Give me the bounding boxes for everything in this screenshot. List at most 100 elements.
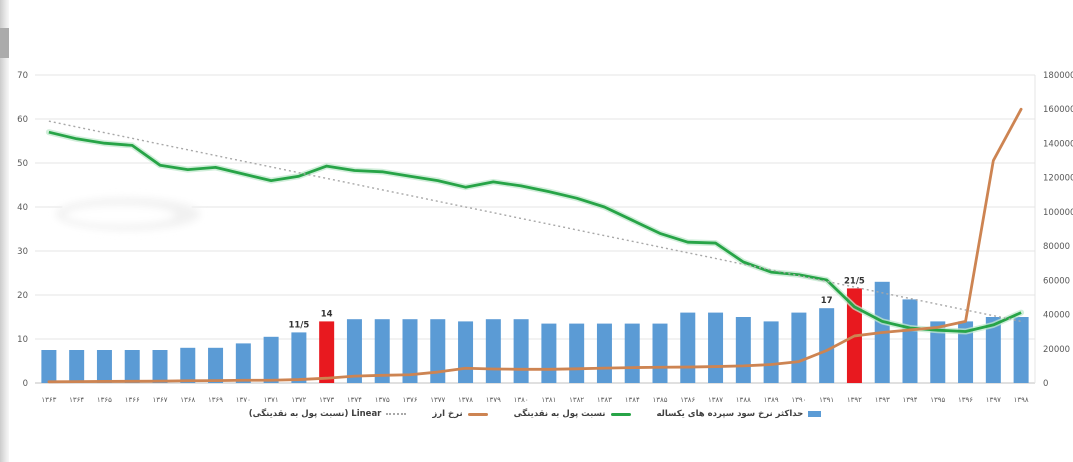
svg-text:۱۳۸۵: ۱۳۸۵ xyxy=(652,396,667,404)
svg-text:۱۳۹۵: ۱۳۹۵ xyxy=(930,396,945,404)
bar-۱۳۹۷ xyxy=(985,317,1001,383)
bar-۱۳۶۳ xyxy=(41,350,57,383)
svg-text:40: 40 xyxy=(17,203,28,213)
bar-۱۳۹۶ xyxy=(958,321,974,383)
svg-text:۱۳۶۹: ۱۳۶۹ xyxy=(208,396,223,404)
svg-text:۱۳۷۶: ۱۳۷۶ xyxy=(402,396,417,404)
green-line-swatch-icon xyxy=(610,412,631,416)
svg-text:۱۳۹۱: ۱۳۹۱ xyxy=(819,396,834,404)
svg-text:۱۳۹۸: ۱۳۹۸ xyxy=(1014,396,1029,404)
svg-text:۱۳۸۳: ۱۳۸۳ xyxy=(597,396,612,404)
axis-tick-labels: 0 10 20 30 40 50 60 70 0 20000 40000 60000 80000 1000… xyxy=(17,71,1073,389)
money-liquidity-line xyxy=(45,129,1025,335)
svg-text:20000: 20000 xyxy=(1043,345,1070,355)
bar-۱۳۶۷ xyxy=(152,350,168,383)
bar-۱۳۸۶ xyxy=(680,312,696,383)
bar-۱۳۷۷ xyxy=(430,319,446,383)
bar-۱۳۸۰ xyxy=(513,319,529,383)
bar-۱۳۷۴ xyxy=(346,319,362,383)
svg-text:40000: 40000 xyxy=(1043,311,1070,321)
bar-۱۳۷۰ xyxy=(235,343,251,383)
bar-۱۳۸۱ xyxy=(541,323,557,383)
bar-۱۳۹۰ xyxy=(791,312,807,383)
bar-۱۳۸۸ xyxy=(735,317,751,383)
svg-text:۱۳۸۴: ۱۳۸۴ xyxy=(625,396,640,404)
legend-item-exchange-rate: نرخ ارز xyxy=(432,409,488,419)
bar-۱۳۸۹ xyxy=(763,321,779,383)
bar-swatch-icon xyxy=(808,411,822,417)
svg-text:۱۳۹۰: ۱۳۹۰ xyxy=(791,396,806,404)
svg-text:۱۳۹۴: ۱۳۹۴ xyxy=(902,396,917,404)
bar-۱۳۹۴ xyxy=(902,299,918,383)
svg-text:80000: 80000 xyxy=(1043,242,1070,252)
svg-text:۱۳۸۰: ۱۳۸۰ xyxy=(514,396,529,404)
svg-text:۱۳۶۵: ۱۳۶۵ xyxy=(97,396,112,404)
svg-text:21/5: 21/5 xyxy=(844,276,865,286)
bar-۱۳۷۵ xyxy=(374,319,390,383)
svg-text:17: 17 xyxy=(821,296,833,306)
svg-text:60000: 60000 xyxy=(1043,276,1070,286)
bar-۱۳۶۵ xyxy=(96,350,112,383)
svg-text:11/5: 11/5 xyxy=(288,320,309,330)
dotted-trendline-swatch-icon xyxy=(386,413,407,415)
bar-۱۳۷۱ xyxy=(263,336,279,383)
screenshot-edge-artifact xyxy=(0,0,9,462)
orange-line-swatch-icon xyxy=(467,412,488,416)
svg-text:۱۳۶۸: ۱۳۶۸ xyxy=(180,396,195,404)
svg-text:۱۳۸۱: ۱۳۸۱ xyxy=(541,396,556,404)
svg-text:۱۳۹۲: ۱۳۹۲ xyxy=(847,396,862,404)
svg-text:۱۳۹۷: ۱۳۹۷ xyxy=(986,396,1001,404)
bar-۱۳۷۲ xyxy=(291,332,307,383)
bar-۱۳۸۳ xyxy=(596,323,612,383)
svg-text:50: 50 xyxy=(17,159,28,169)
bar-annotations: 11/5 14 17 21/5 xyxy=(288,276,864,330)
svg-text:120000: 120000 xyxy=(1043,174,1073,184)
legend-label-deposit-rate: حداکثر نرخ سود سپرده های یکساله xyxy=(656,409,804,419)
gridlines xyxy=(35,74,1036,384)
svg-text:۱۳۷۲: ۱۳۷۲ xyxy=(291,396,306,404)
bar-۱۳۷۶ xyxy=(402,319,418,383)
legend-label-money-liquidity-ratio: نسبت پول به نقدینگی xyxy=(513,409,606,419)
svg-text:0: 0 xyxy=(23,379,28,389)
svg-text:20: 20 xyxy=(17,291,28,301)
bar-۱۳۷۳ xyxy=(319,321,335,383)
exchange-rate-line xyxy=(47,107,1023,384)
svg-text:60: 60 xyxy=(17,115,28,125)
svg-text:۱۳۷۸: ۱۳۷۸ xyxy=(458,396,473,404)
svg-text:۱۳۸۷: ۱۳۸۷ xyxy=(708,396,723,404)
bar-۱۳۶۸ xyxy=(180,347,196,383)
chart-legend: حداکثر نرخ سود سپرده های یکساله نسبت پول… xyxy=(35,409,1035,419)
svg-text:۱۳۶۴: ۱۳۶۴ xyxy=(69,396,84,404)
bar-۱۳۸۵ xyxy=(652,323,668,383)
svg-text:۱۳۸۸: ۱۳۸۸ xyxy=(736,396,751,404)
bar-۱۳۸۴ xyxy=(624,323,640,383)
bar-۱۳۹۸ xyxy=(1013,317,1029,383)
svg-text:۱۳۹۳: ۱۳۹۳ xyxy=(875,396,890,404)
legend-item-linear-trend: Linear (نسبت پول به نقدینگی) xyxy=(249,409,407,419)
legend-item-money-liquidity-ratio: نسبت پول به نقدینگی xyxy=(514,409,631,419)
svg-text:۱۳۷۹: ۱۳۷۹ xyxy=(486,396,501,404)
bar-۱۳۶۹ xyxy=(208,347,224,383)
svg-text:10: 10 xyxy=(17,335,28,345)
bar-۱۳۷۸ xyxy=(458,321,474,383)
svg-text:۱۳۸۶: ۱۳۸۶ xyxy=(680,396,695,404)
bar-۱۳۶۴ xyxy=(69,350,85,383)
svg-text:۱۳۷۰: ۱۳۷۰ xyxy=(236,396,251,404)
svg-text:۱۳۶۳: ۱۳۶۳ xyxy=(41,396,56,404)
legend-label-linear-trend: Linear (نسبت پول به نقدینگی) xyxy=(248,409,382,419)
bar-۱۳۸۷ xyxy=(708,312,724,383)
svg-text:70: 70 xyxy=(17,71,28,81)
svg-text:30: 30 xyxy=(17,247,28,257)
svg-text:14: 14 xyxy=(321,309,333,319)
svg-text:0: 0 xyxy=(1043,379,1048,389)
bar-۱۳۶۶ xyxy=(124,350,140,383)
bar-۱۳۹۵ xyxy=(930,321,946,383)
svg-text:۱۳۶۶: ۱۳۶۶ xyxy=(125,396,140,404)
svg-text:۱۳۹۶: ۱۳۹۶ xyxy=(958,396,973,404)
svg-text:۱۳۷۴: ۱۳۷۴ xyxy=(347,396,362,404)
legend-item-deposit-rate: حداکثر نرخ سود سپرده های یکساله xyxy=(657,409,822,419)
svg-text:۱۳۷۳: ۱۳۷۳ xyxy=(319,396,334,404)
watermark-smudge xyxy=(56,196,200,232)
